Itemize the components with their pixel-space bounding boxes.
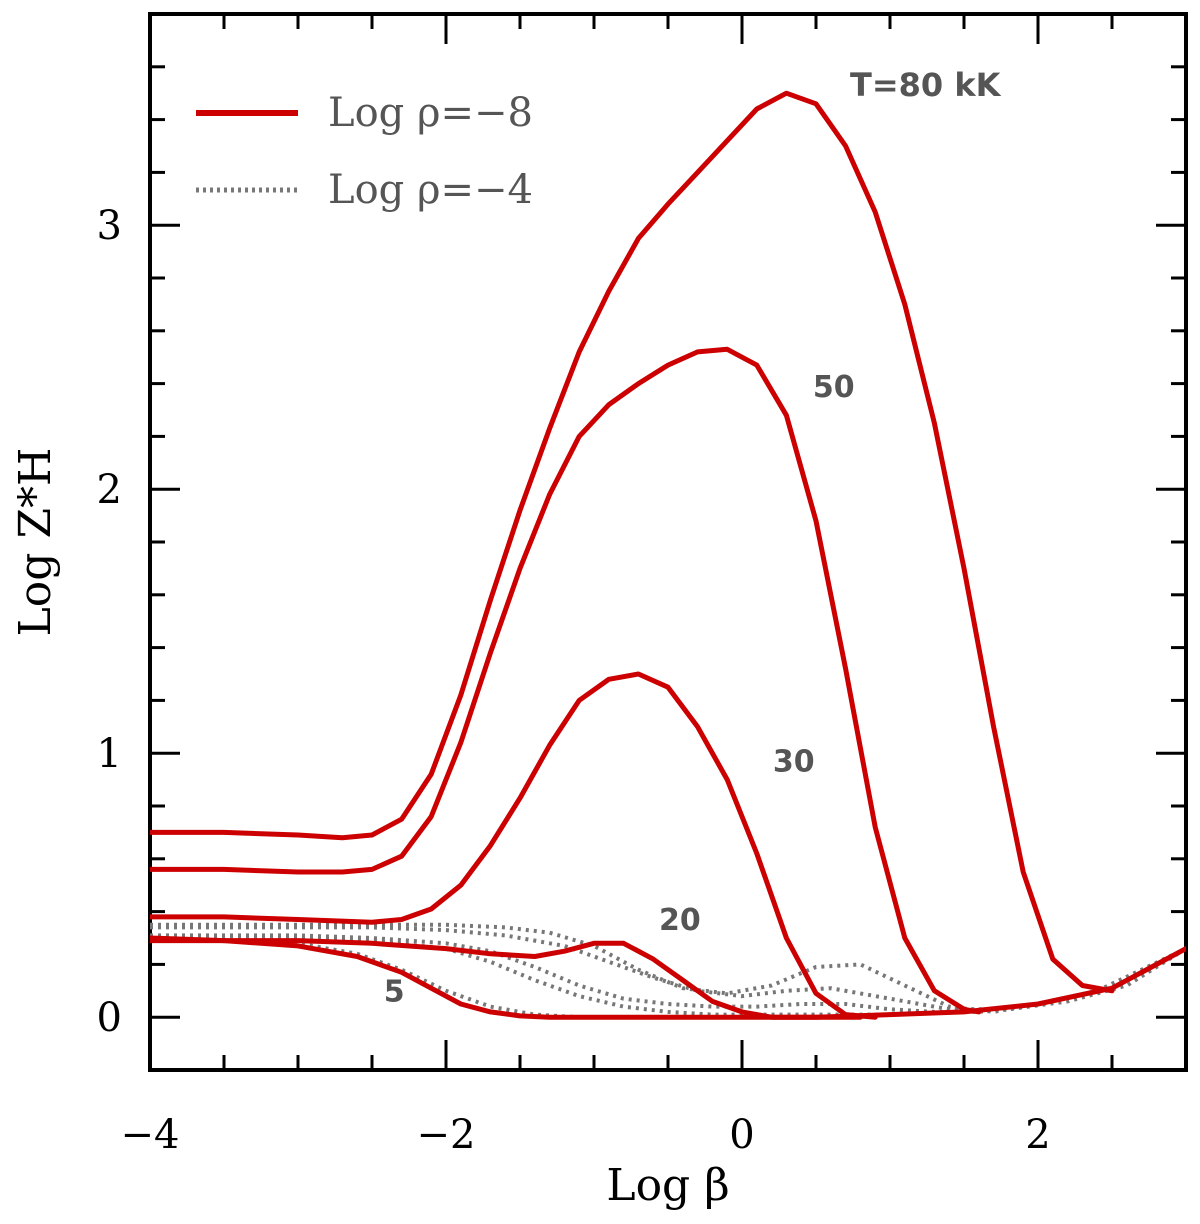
tick-marks xyxy=(148,14,1188,1070)
x-tick-label: 0 xyxy=(729,1112,754,1158)
y-tick-label: 1 xyxy=(97,731,122,777)
legend: Log ρ=−8 Log ρ=−4 xyxy=(196,90,533,213)
curves xyxy=(150,90,1186,1020)
y-tick-label: 3 xyxy=(97,203,122,249)
x-tick-label: 2 xyxy=(1025,1112,1050,1158)
series-line-solid xyxy=(150,935,1186,1020)
series-line-solid xyxy=(150,671,878,1020)
series-line-solid xyxy=(150,90,1115,994)
x-axis-title: Log β xyxy=(606,1160,729,1211)
series-line-solid xyxy=(150,938,863,1020)
series-line-solid xyxy=(150,346,982,1015)
curve-label: 50 xyxy=(813,370,855,405)
y-tick-label: 0 xyxy=(97,995,122,1041)
curve-labels: 50 30 20 5 xyxy=(384,370,855,1010)
legend-label-solid: Log ρ=−8 xyxy=(328,90,533,136)
series-line-dotted xyxy=(150,925,1186,1012)
curve-label: 30 xyxy=(773,745,815,780)
y-tick-label: 2 xyxy=(97,467,122,513)
x-tick-label: −4 xyxy=(121,1112,180,1158)
legend-label-dotted: Log ρ=−4 xyxy=(328,167,533,213)
x-tick-label: −2 xyxy=(417,1112,476,1158)
temperature-annotation: T=80 kK xyxy=(850,66,1002,104)
curve-label: 20 xyxy=(659,903,701,938)
y-axis-title: Log Z*H xyxy=(10,448,61,637)
series-line-dotted xyxy=(150,933,1186,1014)
curve-label: 5 xyxy=(384,974,405,1009)
series-line-dotted xyxy=(150,922,1186,1014)
